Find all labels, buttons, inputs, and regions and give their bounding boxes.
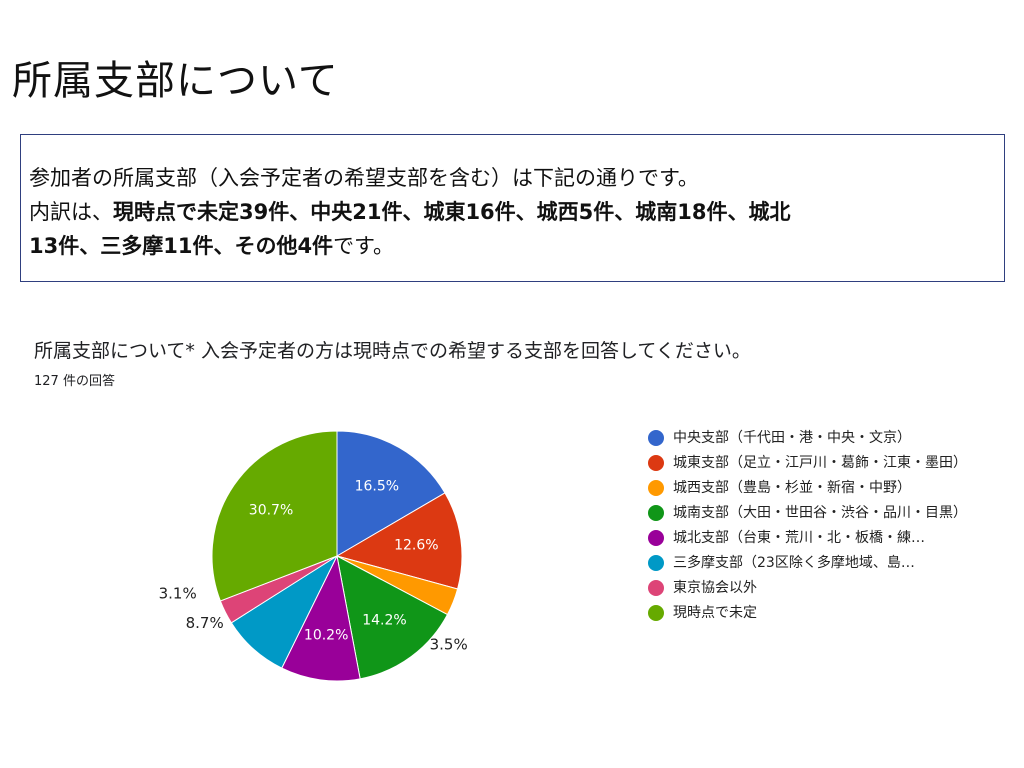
summary-suffix: です。: [333, 234, 394, 258]
legend-label: 現時点で未定: [673, 605, 757, 621]
legend-label: 中央支部（千代田・港・中央・文京）: [673, 430, 911, 446]
legend-item[interactable]: 城南支部（大田・世田谷・渋谷・品川・目黒）: [648, 503, 988, 523]
summary-bold-1: 現時点で未定39件、中央21件、城東16件、城西5件、城南18件、城北: [113, 200, 791, 224]
slice-pct-label: 14.2%: [362, 612, 406, 628]
pie-slice[interactable]: [336, 430, 446, 557]
legend-item[interactable]: 城東支部（足立・江戸川・葛飾・江東・墨田）: [648, 453, 988, 473]
legend-swatch: [648, 605, 664, 621]
chart-legend: 中央支部（千代田・港・中央・文京） 城東支部（足立・江戸川・葛飾・江東・墨田） 城西…: [648, 428, 988, 628]
pie-slice[interactable]: [281, 554, 361, 682]
legend-swatch: [648, 530, 664, 546]
legend-item[interactable]: 城北支部（台東・荒川・北・板橋・練…: [648, 528, 988, 548]
summary-bold-2: 13件、三多摩11件、その他4件: [29, 234, 334, 258]
legend-swatch: [648, 555, 664, 571]
legend-swatch: [648, 480, 664, 496]
slice-pct-label: 3.1%: [159, 585, 197, 603]
legend-swatch: [648, 580, 664, 596]
slice-pct-label: 16.5%: [355, 479, 399, 495]
summary-prefix: 内訳は、: [29, 200, 113, 224]
legend-label: 三多摩支部（23区除く多摩地域、島…: [673, 555, 915, 571]
form-question: 所属支部について* 入会予定者の方は現時点での希望する支部を回答してください。: [34, 340, 751, 362]
legend-label: 城東支部（足立・江戸川・葛飾・江東・墨田）: [673, 455, 967, 471]
legend-label: 城西支部（豊島・杉並・新宿・中野）: [673, 480, 911, 496]
slice-pct-label: 8.7%: [186, 614, 224, 632]
summary-line-1: 参加者の所属支部（入会予定者の希望支部を含む）は下記の通りです。: [29, 166, 699, 190]
legend-item[interactable]: 現時点で未定: [648, 603, 988, 623]
summary-box: 参加者の所属支部（入会予定者の希望支部を含む）は下記の通りです。 内訳は、現時点…: [20, 134, 1005, 282]
pie-slice[interactable]: [336, 555, 449, 680]
response-count: 127 件の回答: [34, 374, 115, 389]
slice-pct-label: 10.2%: [304, 627, 348, 643]
page-title: 所属支部について: [12, 58, 339, 104]
legend-label: 東京協会以外: [673, 580, 757, 596]
legend-swatch: [648, 430, 664, 446]
legend-item[interactable]: 三多摩支部（23区除く多摩地域、島…: [648, 553, 988, 573]
legend-swatch: [648, 455, 664, 471]
legend-item[interactable]: 東京協会以外: [648, 578, 988, 598]
legend-label: 城北支部（台東・荒川・北・板橋・練…: [673, 530, 925, 546]
legend-label: 城南支部（大田・世田谷・渋谷・品川・目黒）: [673, 505, 967, 521]
pie-slice[interactable]: [211, 430, 338, 602]
pie-slice[interactable]: [335, 492, 463, 590]
slice-pct-label: 30.7%: [249, 503, 293, 519]
summary-line-3: 13件、三多摩11件、その他4件です。: [29, 229, 996, 263]
legend-swatch: [648, 505, 664, 521]
slice-pct-label: 3.5%: [430, 636, 468, 654]
summary-line-2: 内訳は、現時点で未定39件、中央21件、城東16件、城西5件、城南18件、城北: [29, 195, 996, 229]
legend-item[interactable]: 中央支部（千代田・港・中央・文京）: [648, 428, 988, 448]
legend-item[interactable]: 城西支部（豊島・杉並・新宿・中野）: [648, 478, 988, 498]
slice-pct-label: 12.6%: [394, 538, 438, 554]
